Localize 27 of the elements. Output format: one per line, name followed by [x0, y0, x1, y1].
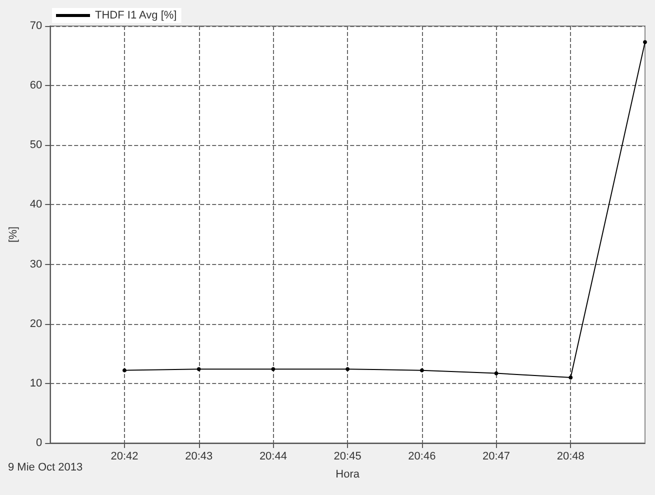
- x-tick-label: 20:42: [110, 450, 138, 462]
- point: [494, 371, 498, 376]
- x-tick-label: 20:43: [185, 450, 213, 462]
- point: [346, 367, 350, 372]
- x-tick-label: 20:45: [334, 450, 362, 462]
- legend-label: THDF I1 Avg [%]: [95, 10, 177, 22]
- y-tick-label: 30: [30, 258, 42, 270]
- point: [420, 368, 424, 372]
- y-tick-label: 20: [30, 318, 42, 330]
- x-tick-label: 20:44: [259, 450, 287, 462]
- point: [643, 40, 647, 44]
- point: [568, 375, 573, 380]
- x-axis-title: Hora: [336, 468, 360, 480]
- point: [196, 367, 201, 372]
- x-tick-label: 20:48: [556, 450, 584, 462]
- point: [271, 367, 276, 372]
- y-tick-label: 60: [30, 80, 42, 92]
- point: [122, 368, 126, 372]
- y-tick-label: 70: [30, 20, 42, 32]
- y-tick-label: 50: [30, 139, 42, 152]
- y-tick-label: 0: [36, 437, 42, 449]
- x-tick-label: 20:47: [482, 450, 510, 462]
- x-tick-label: 20:46: [408, 450, 436, 462]
- y-tick-label: 10: [30, 377, 42, 390]
- y-axis-title: [%]: [8, 226, 20, 242]
- text: 9 Mie Oct 2013: [8, 462, 83, 474]
- y-tick-label: 40: [30, 198, 42, 211]
